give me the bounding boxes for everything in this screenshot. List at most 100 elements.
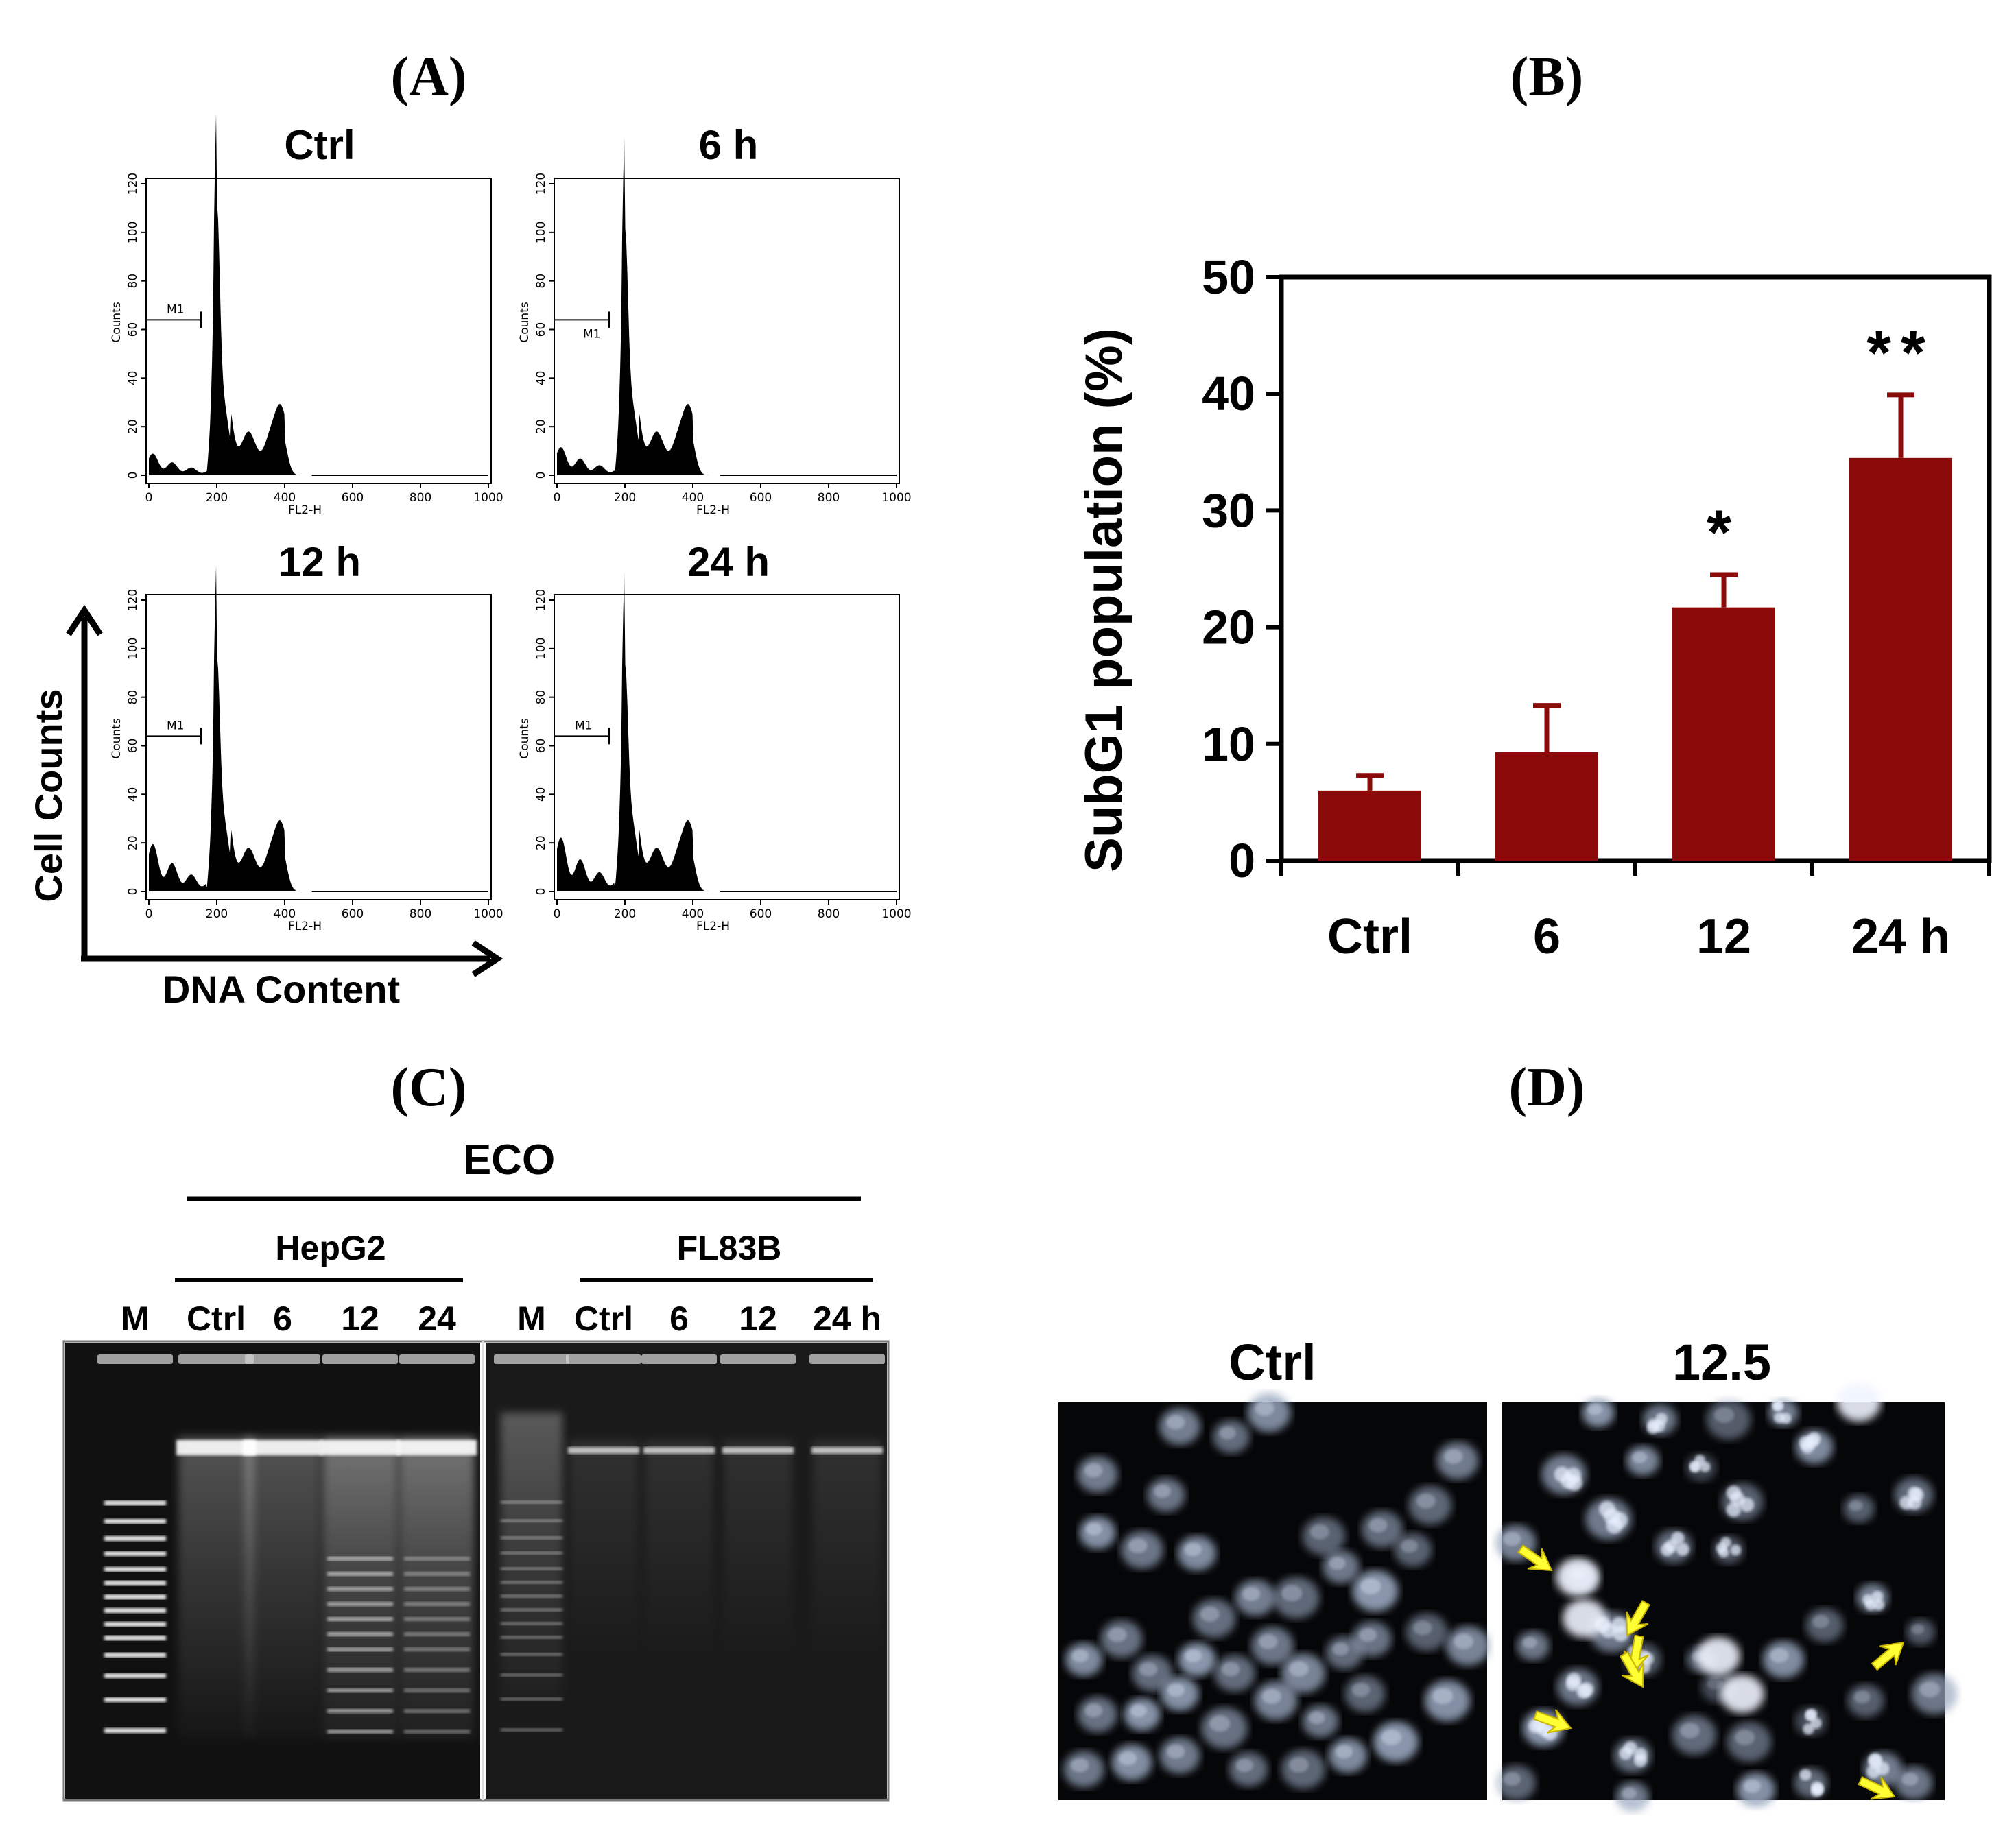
nucleus — [1446, 1626, 1490, 1666]
x-tick-label: 200 — [614, 491, 636, 505]
nucleus-highlight — [1743, 1779, 1761, 1793]
significance-mark: ** — [1866, 318, 1935, 388]
ladder-smear — [501, 1413, 562, 1701]
nucleus — [1111, 1744, 1152, 1781]
y-tick-label: 80 — [126, 274, 140, 289]
nucleus — [1229, 1751, 1268, 1787]
gel-well — [641, 1354, 717, 1364]
lane-label: M — [517, 1300, 546, 1338]
dna-ladder-band — [327, 1730, 393, 1734]
nucleus-highlight — [1401, 1539, 1418, 1553]
nucleus-highlight — [1289, 1757, 1309, 1773]
y-tick-label: 40 — [126, 787, 140, 802]
yellow-arrow — [1532, 1709, 1572, 1734]
lane-label: 24 — [418, 1300, 456, 1338]
x-tick-label: 12 — [1696, 909, 1751, 964]
x-tick-label: 800 — [818, 491, 840, 505]
chromatin-fragment — [1676, 1542, 1689, 1556]
y-tick-label: 40 — [534, 787, 548, 802]
y-tick-label: 40 — [126, 371, 140, 386]
y-tick-label: 80 — [126, 690, 140, 705]
dna-ladder-band — [404, 1632, 470, 1636]
panel-label-d: (D) — [1508, 1057, 1585, 1118]
nucleus — [1706, 1399, 1751, 1440]
chromatin-fragment — [1565, 1468, 1582, 1483]
nucleus — [1344, 1675, 1386, 1712]
panel-d-microscopy: Ctrl 12.5 — [1058, 1334, 1958, 1812]
nucleus — [1642, 1404, 1678, 1435]
arrow-shape — [1532, 1709, 1572, 1734]
nuclei-treated — [1495, 1383, 1958, 1812]
nucleus-highlight — [1166, 1744, 1185, 1759]
nucleus-highlight — [1070, 1758, 1089, 1773]
genomic-dna-band — [320, 1440, 400, 1455]
nucleus-highlight — [1084, 1463, 1103, 1478]
x-tick-label: 0 — [145, 491, 153, 505]
x-tick-label: 1000 — [473, 491, 503, 505]
nucleus — [1672, 1715, 1717, 1755]
nucleus — [1373, 1721, 1419, 1762]
x-axis-label: FL2-H — [696, 920, 730, 933]
nucleus-highlight — [1680, 1723, 1700, 1738]
nucleus — [1177, 1535, 1217, 1571]
nucleus — [1328, 1738, 1368, 1773]
y-tick-label: 20 — [126, 419, 140, 434]
histogram-2: 6 h 0 20 40 60 80 100 120 Counts 0 200 400 600 800 100… — [518, 122, 912, 517]
x-axis-label: FL2-H — [288, 920, 322, 933]
gel-well — [566, 1354, 641, 1364]
yellow-arrow — [1871, 1641, 1905, 1671]
lane-label: M — [121, 1300, 150, 1338]
y-tick-label: 20 — [534, 835, 548, 850]
nucleus-highlight — [1360, 1578, 1381, 1595]
chromatin-fragment — [1528, 1719, 1543, 1734]
nucleus — [1805, 1608, 1844, 1642]
gel-bands — [97, 1354, 885, 1738]
y-tick-label: 0 — [126, 472, 140, 479]
nucleus — [1235, 1579, 1276, 1616]
chromatin-fragment — [1899, 1496, 1914, 1510]
dna-ladder-band — [404, 1617, 470, 1621]
dna-ladder-band — [404, 1587, 470, 1591]
chromatin-fragment — [1865, 1599, 1877, 1611]
nucleus-highlight — [1255, 1400, 1274, 1416]
nucleus — [1078, 1697, 1117, 1732]
nucleus-highlight — [1209, 1715, 1231, 1732]
nucleus-highlight — [1308, 1711, 1325, 1724]
nucleus — [1727, 1721, 1772, 1762]
x-tick-label: 600 — [342, 907, 364, 921]
nucleus — [1302, 1705, 1339, 1738]
nucleus-highlight — [1707, 1677, 1723, 1690]
gel-lane-labels: M Ctrl 6 12 24 M Ctrl 6 12 24 h — [121, 1300, 881, 1338]
gel-well — [494, 1354, 569, 1364]
x-tick-label: 200 — [206, 491, 228, 505]
nucleus-highlight — [1734, 1730, 1755, 1745]
ladder-band — [104, 1608, 166, 1613]
genomic-dna-band — [243, 1440, 322, 1455]
dna-ladder-band — [327, 1557, 393, 1561]
y-tick-label: 30 — [1202, 483, 1255, 537]
nucleus-highlight — [1071, 1649, 1089, 1663]
chromatin-fragment — [1873, 1599, 1885, 1611]
gel-well — [97, 1354, 173, 1364]
genomic-dna-band — [397, 1440, 477, 1455]
chromatin-fragment — [1718, 1546, 1729, 1558]
lane-label: 6 — [273, 1300, 292, 1338]
nucleus — [1556, 1668, 1599, 1706]
chromatin-fragment — [1868, 1754, 1882, 1769]
nucleus — [1124, 1698, 1161, 1731]
ladder-band — [104, 1728, 166, 1733]
nucleus-highlight — [1219, 1426, 1236, 1440]
dna-smear — [645, 1440, 713, 1660]
y-tick-label: 60 — [534, 322, 548, 337]
nucleus — [1161, 1676, 1199, 1712]
nucleus-highlight — [1454, 1633, 1473, 1649]
nucleus — [1254, 1681, 1298, 1721]
nucleus — [1362, 1511, 1403, 1548]
condensed-nucleus — [1696, 1637, 1740, 1675]
histogram-frame — [554, 178, 900, 484]
y-tick-label: 100 — [534, 638, 548, 660]
y-tick-label: 80 — [534, 690, 548, 705]
nucleus-highlight — [1381, 1729, 1402, 1745]
gel-well — [399, 1354, 475, 1364]
